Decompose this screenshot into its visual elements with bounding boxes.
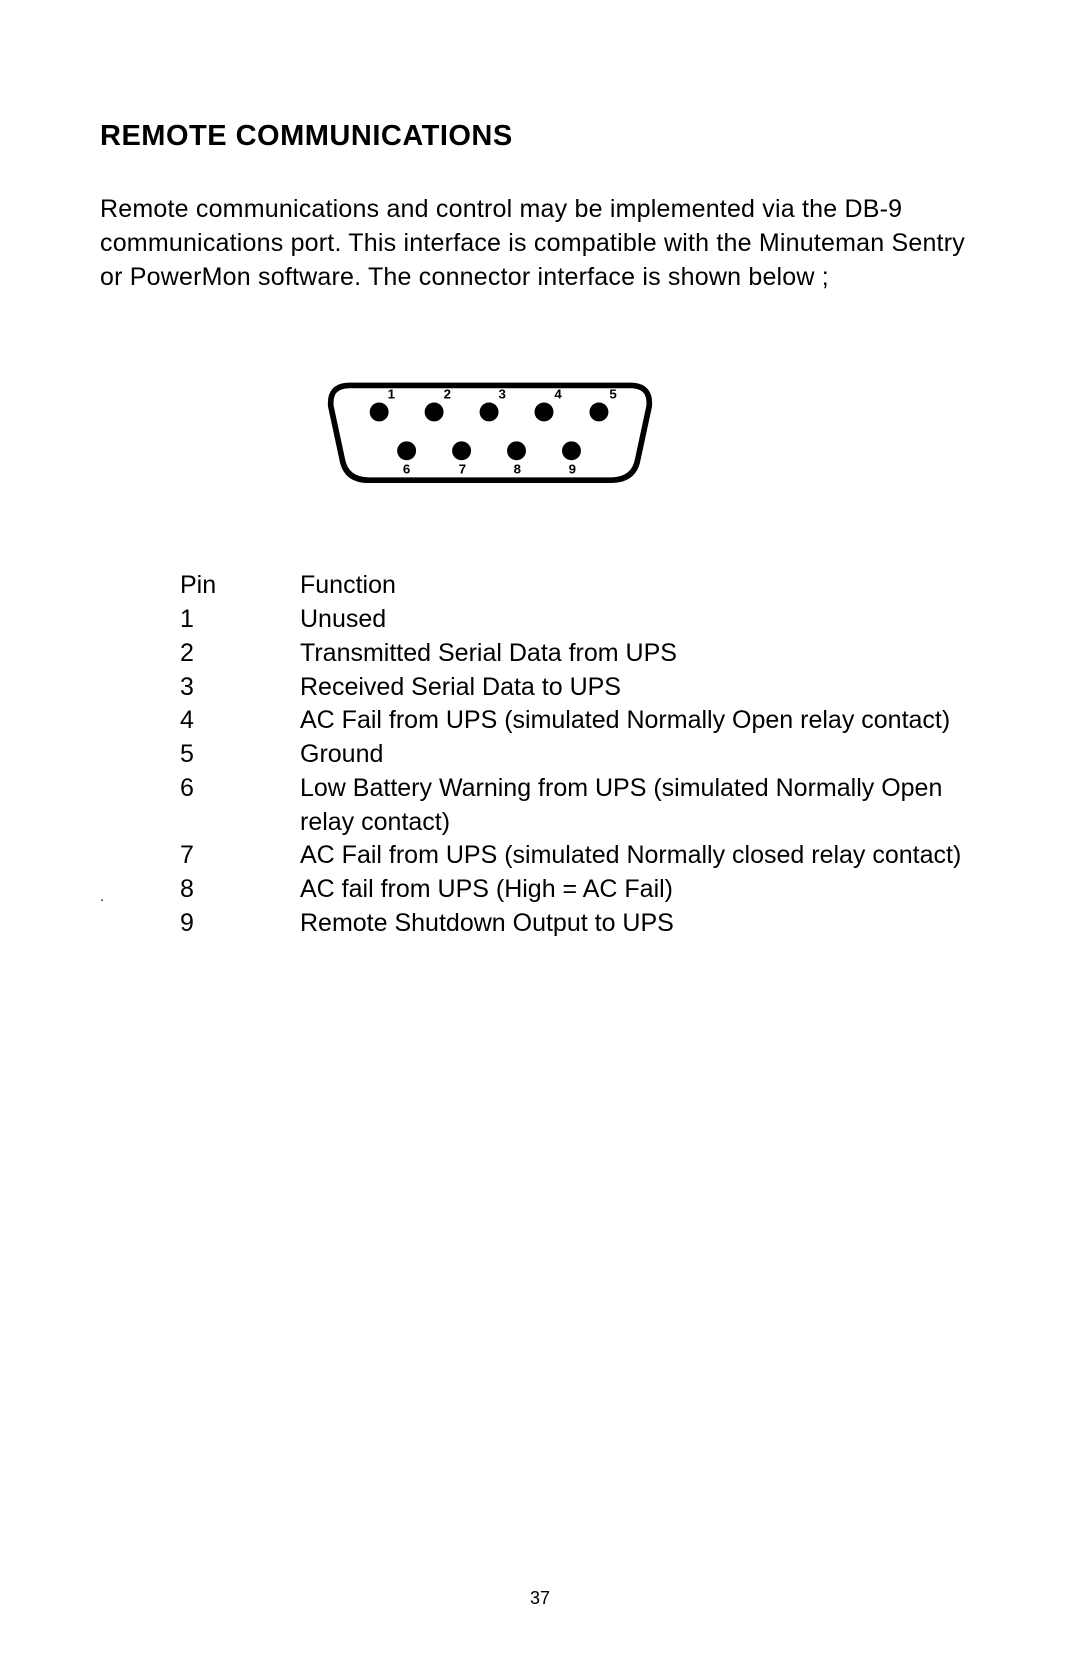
header-function: Function [300,569,980,603]
pin-cell: 7 [180,839,300,873]
db9-connector-svg: 1 2 3 4 5 6 7 8 9 [310,359,670,499]
pin-2 [425,403,444,422]
pin-7 [452,442,471,461]
pin-cell: 4 [180,704,300,738]
pin-cell: 1 [180,603,300,637]
dot-marker: . [100,888,104,904]
pin-3 [480,403,499,422]
pin-1 [370,403,389,422]
pin-function-table: Pin Function 1Unused2Transmitted Serial … [180,569,980,940]
pin-4 [535,403,554,422]
pin-label-4: 4 [554,387,562,402]
pin-cell: 6 [180,772,300,840]
table-row: 9Remote Shutdown Output to UPS [180,907,980,941]
page-number: 37 [0,1588,1080,1609]
function-cell: Low Battery Warning from UPS (simulated … [300,772,980,840]
pin-cell: 8 [180,873,300,907]
function-cell: AC Fail from UPS (simulated Normally Ope… [300,704,980,738]
pin-label-1: 1 [388,387,395,402]
header-pin: Pin [180,569,300,603]
pin-6 [397,442,416,461]
pin-label-6: 6 [403,462,410,477]
pin-5 [589,403,608,422]
function-cell: AC Fail from UPS (simulated Normally clo… [300,839,980,873]
table-row: 3Received Serial Data to UPS [180,671,980,705]
section-title: REMOTE COMMUNICATIONS [100,120,980,153]
db9-connector-diagram: 1 2 3 4 5 6 7 8 9 [310,359,670,499]
table-row: 4AC Fail from UPS (simulated Normally Op… [180,704,980,738]
pin-cell: 9 [180,907,300,941]
table-row: 5Ground [180,738,980,772]
function-cell: Remote Shutdown Output to UPS [300,907,980,941]
pin-cell: 3 [180,671,300,705]
table-row: 7AC Fail from UPS (simulated Normally cl… [180,839,980,873]
connector-outline [331,386,650,481]
function-cell: AC fail from UPS (High = AC Fail) [300,873,980,907]
function-cell: Unused [300,603,980,637]
pin-cell: 5 [180,738,300,772]
pin-cell: 2 [180,637,300,671]
pin-label-5: 5 [609,387,616,402]
pin-9 [562,442,581,461]
pin-label-2: 2 [444,387,451,402]
table-header-row: Pin Function [180,569,980,603]
table-row: 2Transmitted Serial Data from UPS [180,637,980,671]
function-cell: Transmitted Serial Data from UPS [300,637,980,671]
pin-label-8: 8 [514,462,521,477]
pin-label-3: 3 [499,387,506,402]
intro-paragraph: Remote communications and control may be… [100,193,980,294]
table-row: 6Low Battery Warning from UPS (simulated… [180,772,980,840]
table-row: 1Unused [180,603,980,637]
pin-label-7: 7 [459,462,466,477]
function-cell: Received Serial Data to UPS [300,671,980,705]
pin-label-9: 9 [569,462,576,477]
table-row: 8AC fail from UPS (High = AC Fail) [180,873,980,907]
pin-8 [507,442,526,461]
function-cell: Ground [300,738,980,772]
